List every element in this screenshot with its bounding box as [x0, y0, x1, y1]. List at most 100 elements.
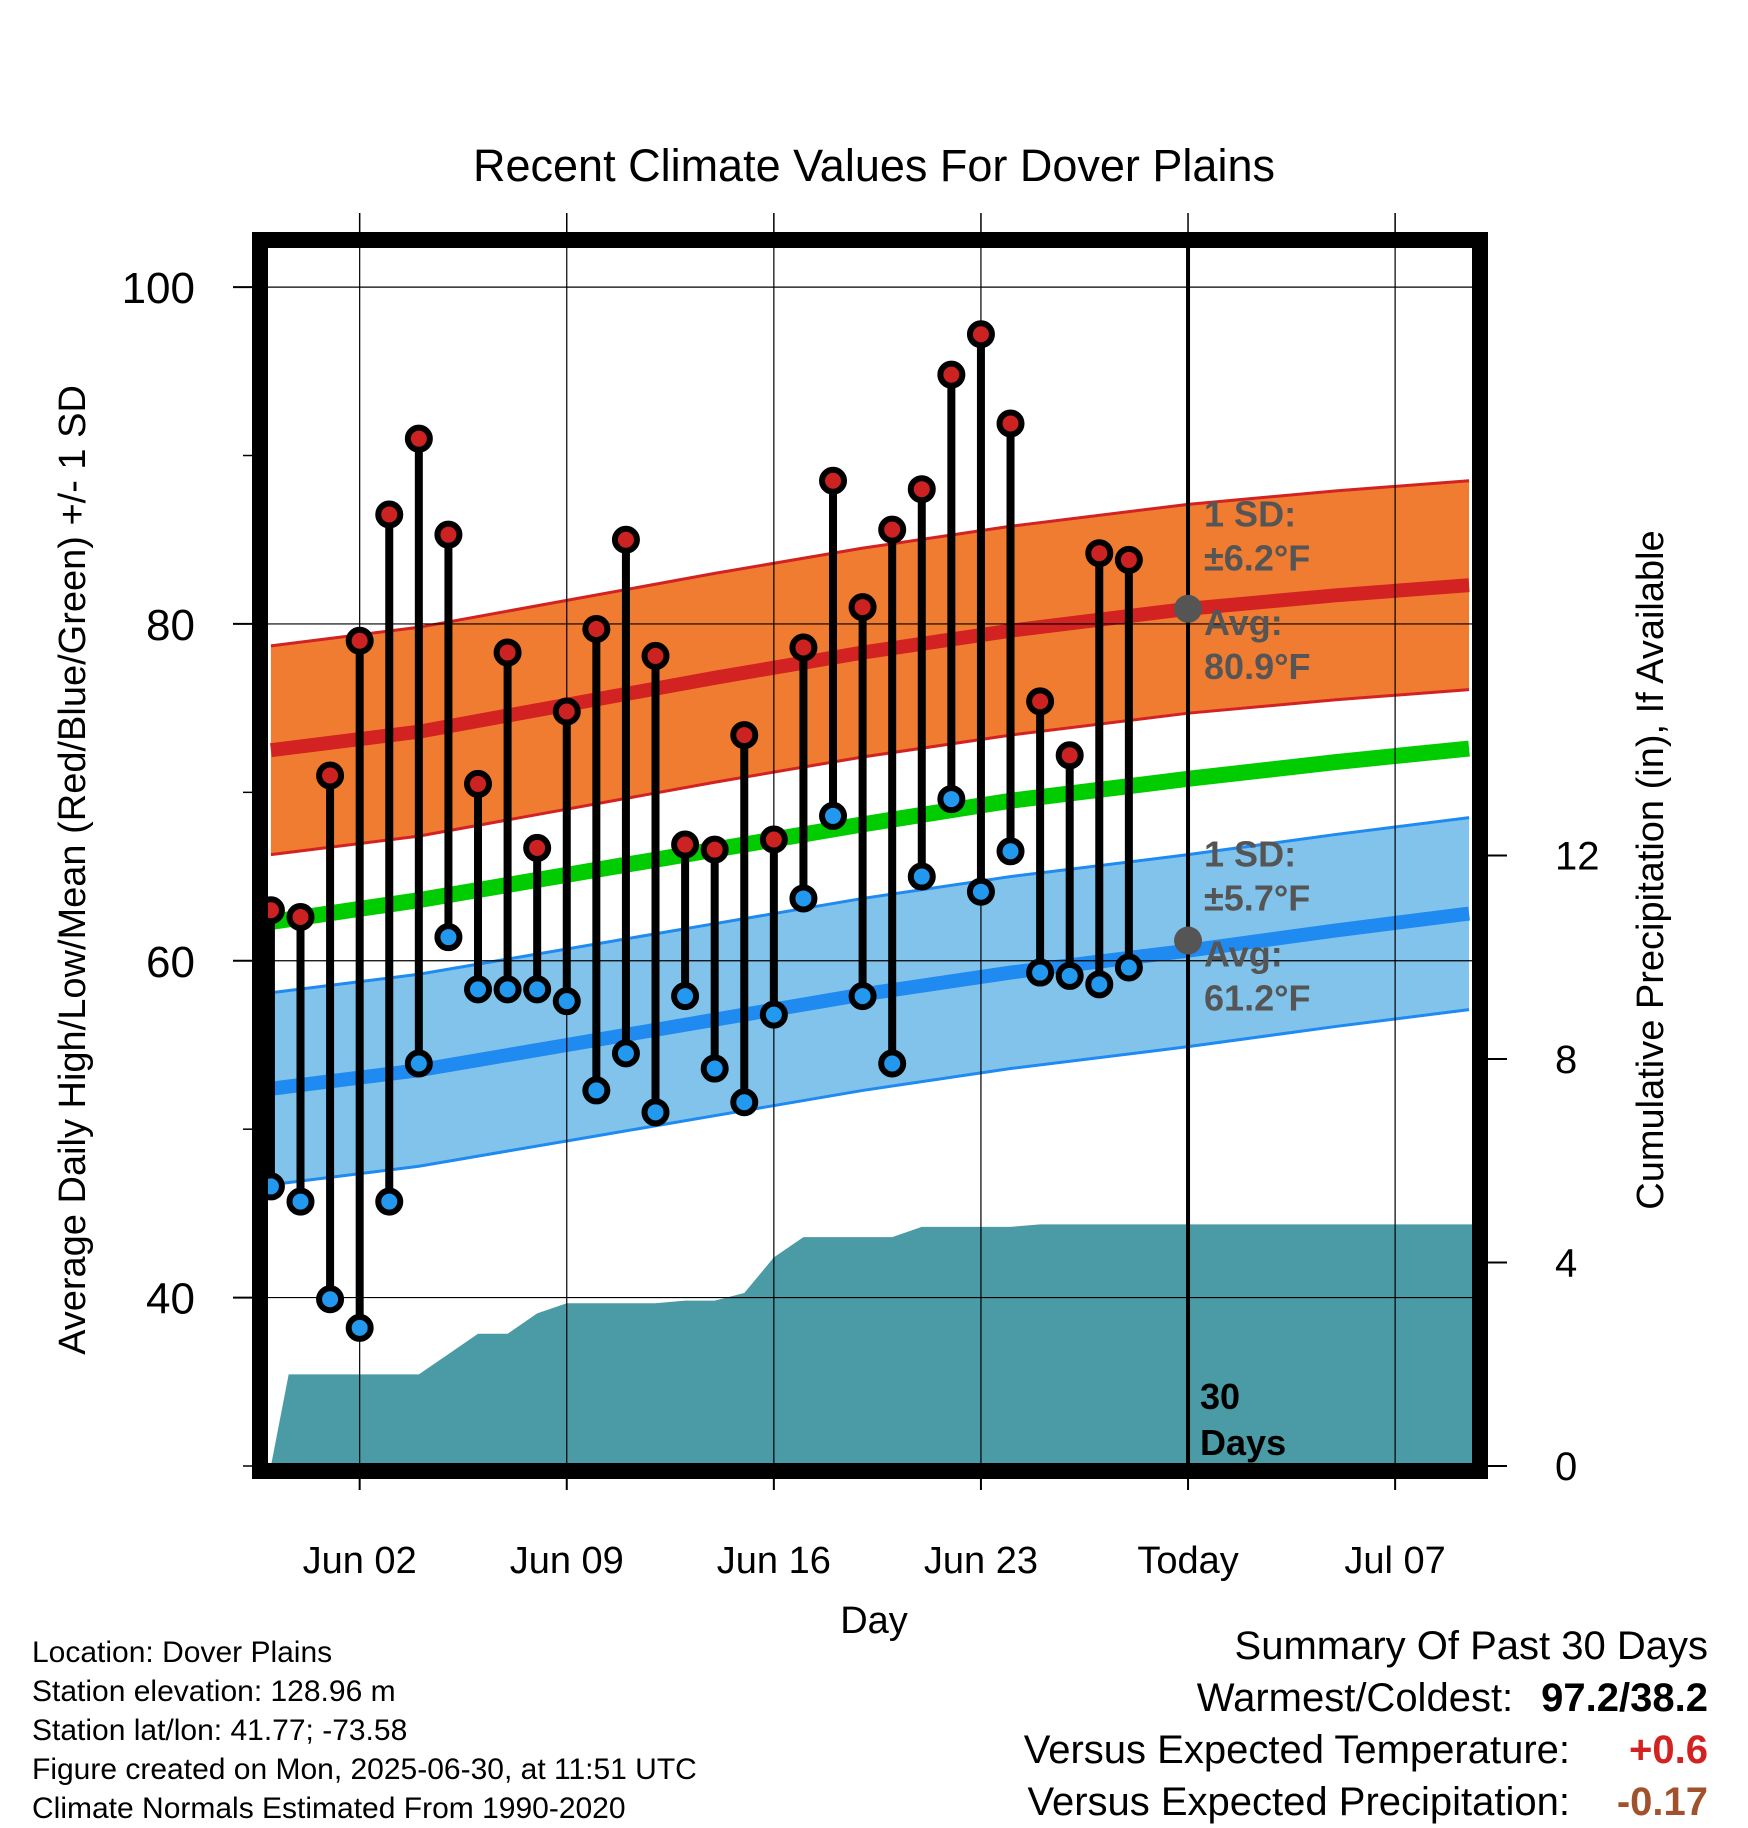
daily-high-point — [789, 633, 818, 662]
today-line: 30 Days — [1186, 245, 1286, 1466]
y2-tick-label: 0 — [1555, 1445, 1577, 1489]
y2-tick-label: 12 — [1555, 835, 1600, 879]
x-axis-label: Day — [840, 1600, 908, 1642]
daily-low-point — [552, 987, 581, 1016]
daily-low-point — [996, 837, 1025, 866]
temp-value: +0.6 — [1629, 1728, 1708, 1772]
daily-low-point — [286, 1187, 315, 1216]
daily-high-point — [1114, 545, 1143, 574]
y-axis-label: Average Daily High/Low/Mean (Red/Blue/Gr… — [52, 385, 94, 1355]
precip-cumulative-area — [270, 1224, 1475, 1466]
daily-high-point — [493, 638, 522, 667]
summary-precip: Versus Expected Precipitation: -0.17 — [1024, 1776, 1708, 1828]
daily-high-point — [966, 320, 995, 349]
daily-low-point — [937, 785, 966, 814]
daily-low-point — [789, 884, 818, 913]
daily-low-point — [493, 975, 522, 1004]
station-info: Location: Dover Plains Station elevation… — [32, 1633, 697, 1828]
daily-low-point — [641, 1098, 670, 1127]
daily-high-point — [730, 721, 759, 750]
low-sd-lower-edge — [270, 1008, 1470, 1187]
daily-high-point — [1085, 539, 1114, 568]
daily-low-point — [345, 1313, 374, 1342]
y-tick-label: 100 — [122, 264, 195, 313]
today-days-label: 30 — [1200, 1376, 1240, 1417]
x-tick-label: Jun 02 — [303, 1540, 417, 1582]
low-annotation-text: 1 SD: — [1204, 834, 1296, 875]
x-tick-label: Jun 09 — [510, 1540, 624, 1582]
chart-title: Recent Climate Values For Dover Plains — [473, 140, 1275, 191]
high-sd-upper-edge — [270, 479, 1470, 648]
y-tick-label: 60 — [146, 938, 195, 987]
daily-low-point — [611, 1039, 640, 1068]
plot-frame — [252, 232, 1488, 1479]
summary-panel: Summary Of Past 30 Days Warmest/Coldest:… — [1024, 1620, 1708, 1828]
x-tick-label: Jun 23 — [924, 1540, 1038, 1582]
daily-high-point — [1055, 741, 1084, 770]
daily-low-point — [878, 1049, 907, 1078]
daily-high-point — [996, 409, 1025, 438]
summary-temp: Versus Expected Temperature: +0.6 — [1024, 1724, 1708, 1776]
x-tick-label: Today — [1137, 1540, 1238, 1582]
daily-high-point — [611, 525, 640, 554]
daily-high-point — [907, 475, 936, 504]
info-latlon: Station lat/lon: 41.77; -73.58 — [32, 1714, 408, 1747]
daily-low-point — [1085, 970, 1114, 999]
daily-high-point — [523, 833, 552, 862]
daily-high-point — [286, 902, 315, 931]
y2-axis-label: Cumulative Precipitation (in), If Availa… — [1630, 530, 1672, 1209]
daily-low-point — [1026, 958, 1055, 987]
summary-heading: Summary Of Past 30 Days — [1234, 1624, 1708, 1668]
high-annotation-text: Avg: — [1204, 602, 1283, 643]
warm-cold-label: Warmest/Coldest: — [1196, 1676, 1514, 1720]
low-today-normal-marker — [1174, 926, 1203, 955]
daily-high-point — [819, 466, 848, 495]
precipitation-area — [270, 1224, 1475, 1466]
plot-border — [252, 232, 1488, 1479]
daily-low-point — [907, 862, 936, 891]
daily-high-point — [404, 424, 433, 453]
daily-high-point — [552, 697, 581, 726]
info-elevation: Station elevation: 128.96 m — [32, 1675, 396, 1708]
daily-low-point — [819, 801, 848, 830]
daily-high-point — [700, 835, 729, 864]
daily-low-point — [375, 1187, 404, 1216]
daily-low-point — [404, 1049, 433, 1078]
precip-label: Versus Expected Precipitation: — [1027, 1780, 1570, 1824]
y-tick-label: 40 — [146, 1275, 195, 1324]
daily-low-point — [848, 982, 877, 1011]
x-tick-label: Jul 07 — [1344, 1540, 1445, 1582]
daily-high-point — [641, 641, 670, 670]
daily-range-stems — [266, 334, 1133, 1328]
daily-high-point — [316, 761, 345, 790]
high-annotation-text: ±6.2°F — [1204, 537, 1310, 578]
daily-low-point — [523, 975, 552, 1004]
daily-high-point — [1026, 687, 1055, 716]
daily-low-point — [730, 1088, 759, 1117]
axes: Jun 02 Jun 09 Jun 16 Jun 23 Today Jul 0740608… — [122, 213, 1600, 1582]
daily-dots — [256, 320, 1143, 1342]
y2-tick-label: 4 — [1555, 1242, 1577, 1286]
info-created: Figure created on Mon, 2025-06-30, at 11… — [32, 1753, 697, 1786]
today-days-label: Days — [1200, 1422, 1286, 1463]
precip-value: -0.17 — [1616, 1780, 1708, 1824]
x-tick-label: Jun 16 — [717, 1540, 831, 1582]
temp-label: Versus Expected Temperature: — [1023, 1728, 1570, 1772]
high-annotation-text: 1 SD: — [1204, 493, 1296, 534]
daily-low-point — [316, 1285, 345, 1314]
daily-low-point — [582, 1076, 611, 1105]
daily-low-point — [1114, 953, 1143, 982]
daily-low-point — [434, 923, 463, 952]
y-tick-label: 80 — [146, 601, 195, 650]
high-annotation-text: 80.9°F — [1204, 646, 1310, 687]
daily-low-point — [464, 975, 493, 1004]
info-normals: Climate Normals Estimated From 1990-2020 — [32, 1792, 626, 1825]
info-location: Location: Dover Plains — [32, 1636, 333, 1669]
daily-high-point — [937, 360, 966, 389]
daily-high-point — [848, 593, 877, 622]
daily-high-point — [759, 825, 788, 854]
daily-high-point — [375, 500, 404, 529]
daily-high-point — [464, 769, 493, 798]
